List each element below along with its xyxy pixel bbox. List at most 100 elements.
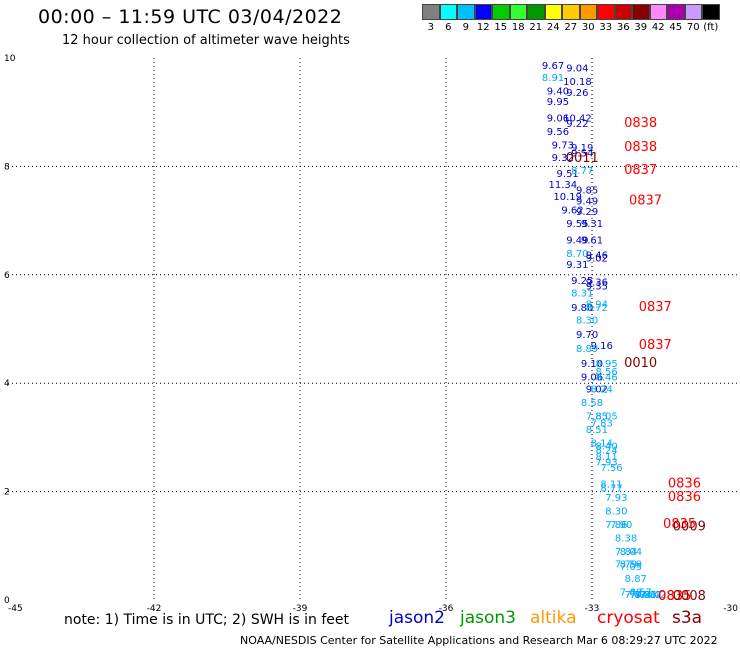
swh-value: 10.18 <box>563 77 592 88</box>
swh-value: 9.73 <box>552 141 574 152</box>
scale-label: 6 <box>445 22 452 33</box>
swh-value: 9.35 <box>586 281 608 292</box>
swh-value: 8.31 <box>571 288 593 299</box>
scale-swatch <box>527 4 545 20</box>
swh-value: 8.59 <box>620 559 642 570</box>
swh-value: 8.77 <box>600 484 622 495</box>
time-label: 0837 <box>624 163 657 178</box>
swh-value: 7.36 <box>634 590 656 601</box>
swh-value: 9.36 <box>586 278 608 289</box>
scale-swatch <box>579 4 597 20</box>
swh-value: 7.05 <box>620 562 642 573</box>
swh-value: 8.11 <box>600 479 622 490</box>
swh-value: 9.19 <box>571 143 593 154</box>
x-tick-label: -39 <box>293 604 308 614</box>
swh-value: 7.56 <box>600 463 622 474</box>
swh-value: 9.32 <box>552 153 574 164</box>
chart-title: 00:00 – 11:59 UTC 03/04/2022 <box>38 6 343 28</box>
scale-swatch <box>457 4 475 20</box>
swh-value: 8.14 <box>591 439 613 450</box>
scale-swatch <box>597 4 615 20</box>
legend-jason3: jason3 <box>460 608 516 628</box>
y-tick-label: 2 <box>4 488 10 498</box>
swh-value: 7.93 <box>605 493 627 504</box>
swh-value: 8.70 <box>566 249 588 260</box>
swh-value: 9.02 <box>586 384 608 395</box>
time-label: 0837 <box>639 300 672 315</box>
y-tick-label: 4 <box>4 379 10 389</box>
swh-value: 8.94 <box>586 299 608 310</box>
swh-value: 9.04 <box>566 64 588 75</box>
credit-line: NOAA/NESDIS Center for Satellite Applica… <box>240 634 718 647</box>
swh-value: 9.55 <box>566 219 588 230</box>
swh-value: 9.62 <box>561 206 583 217</box>
scale-swatch <box>649 4 667 20</box>
time-label: 0835 <box>658 589 691 604</box>
swh-value: 9.06 <box>547 113 569 124</box>
swh-value: 9.46 <box>586 251 608 262</box>
scale-swatch <box>544 4 562 20</box>
swh-value: 8.58 <box>581 398 603 409</box>
legend-s3a: s3a <box>672 608 703 628</box>
scale-swatch <box>562 4 580 20</box>
color-scale <box>422 4 720 20</box>
swh-value: 7.90 <box>610 520 632 531</box>
swh-value: 9.70 <box>576 330 598 341</box>
scale-label: 27 <box>564 22 578 33</box>
legend-altika: altika <box>530 608 577 628</box>
scale-label: 30 <box>581 22 595 33</box>
time-label: 0836 <box>668 476 701 491</box>
scale-label: 9 <box>462 22 469 33</box>
scale-swatch <box>632 4 650 20</box>
scale-label: 12 <box>476 22 490 33</box>
swh-value: 8.04 <box>620 547 642 558</box>
swh-value: 9.56 <box>547 127 569 138</box>
chart-subtitle: 12 hour collection of altimeter wave hei… <box>62 33 350 48</box>
swh-value: 9.40 <box>547 86 569 97</box>
swh-value: 8.40 <box>595 441 617 452</box>
swh-value: 9.16 <box>591 341 613 352</box>
y-tick-label: 10 <box>4 54 16 64</box>
time-label: 0009 <box>673 520 706 535</box>
swh-value: 8.33 <box>634 590 656 601</box>
scale-swatch <box>614 4 632 20</box>
swh-value: 8.24 <box>591 384 613 395</box>
scale-label: 33 <box>599 22 613 33</box>
swh-value: 9.95 <box>547 97 569 108</box>
swh-value: 9.26 <box>566 88 588 99</box>
swh-value: 8.89 <box>576 344 598 355</box>
scale-swatch <box>667 4 685 20</box>
swh-value: 9.25 <box>571 276 593 287</box>
swh-value: 11.34 <box>548 180 577 191</box>
swh-value: 7.02 <box>639 590 661 601</box>
swh-value: 8.05 <box>595 412 617 423</box>
scale-label: 36 <box>616 22 630 33</box>
time-label: 0835 <box>658 589 691 604</box>
swh-value: 9.49 <box>576 196 598 207</box>
swh-value: 8.11 <box>595 452 617 463</box>
swh-value: 8.77 <box>571 166 593 177</box>
color-scale-labels: 3 6 9 12 15 18 21 24 27 30 33 36 39 42 45 70 (ft) <box>422 22 720 33</box>
time-label: 0010 <box>624 356 657 371</box>
x-tick-label: -33 <box>585 604 600 614</box>
y-tick-label: 0 <box>4 596 10 606</box>
time-label: 0837 <box>639 338 672 353</box>
footnote: note: 1) Time is in UTC; 2) SWH is in fe… <box>64 612 350 628</box>
swh-value: 9.54 <box>571 149 593 160</box>
swh-value: 8.24 <box>595 446 617 457</box>
swh-value: 8.30 <box>605 506 627 517</box>
swh-value: 8.30 <box>576 316 598 327</box>
swh-value: 7.04 <box>630 590 652 601</box>
scale-swatch <box>702 4 720 20</box>
swh-value: 9.61 <box>581 235 603 246</box>
scale-label: 70 <box>686 22 700 33</box>
time-label: 0838 <box>624 140 657 155</box>
swh-value: 7.47 <box>625 590 647 601</box>
swh-value: 8.87 <box>625 574 647 585</box>
scale-label: 18 <box>511 22 525 33</box>
swh-value: 8.91 <box>542 73 564 84</box>
y-tick-label: 8 <box>4 162 10 172</box>
swh-value: 7.84 <box>615 547 637 558</box>
x-tick-label: -45 <box>8 604 23 614</box>
